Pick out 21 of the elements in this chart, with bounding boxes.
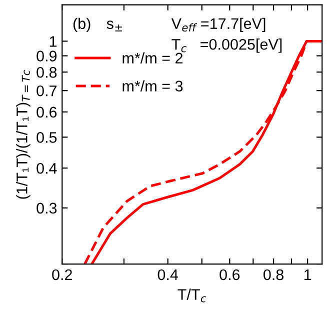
text: T$_{c}$ =0.0025[eV] xyxy=(172,38,282,53)
x-tick-label: 0.2 xyxy=(52,269,72,280)
y-tick-label: 0.5 xyxy=(36,132,57,143)
x-axis-title: T/T$_{c}$ xyxy=(178,288,206,302)
x-tick-label: 0.6 xyxy=(220,269,240,280)
x-tick-label: 0.8 xyxy=(264,269,284,280)
y-tick-label: 0.9 xyxy=(36,50,57,62)
legend-label: m*/m = 2 xyxy=(122,52,182,64)
x-tick-label: 1 xyxy=(304,269,312,280)
legend-label: m*/m = 3 xyxy=(122,80,183,92)
annotation: s$_{±}$ xyxy=(106,20,122,32)
y-axis-title: (1/T₁T)/(1/T₁T)$_{T=Tc}$ xyxy=(16,70,30,199)
y-tick-label: 1 xyxy=(50,36,57,47)
annotation: V$_{eff}$ =17.7[eV] xyxy=(171,18,266,32)
y-tick-label: 0.4 xyxy=(36,162,57,174)
y-tick-label: 0.3 xyxy=(36,202,57,214)
x-tick-label: 0.4 xyxy=(158,269,178,280)
y-tick-label: 0.7 xyxy=(36,85,57,96)
y-tick-label: 0.8 xyxy=(36,66,57,78)
y-tick-label: 0.6 xyxy=(36,106,57,118)
annotation: (b) xyxy=(73,18,90,32)
